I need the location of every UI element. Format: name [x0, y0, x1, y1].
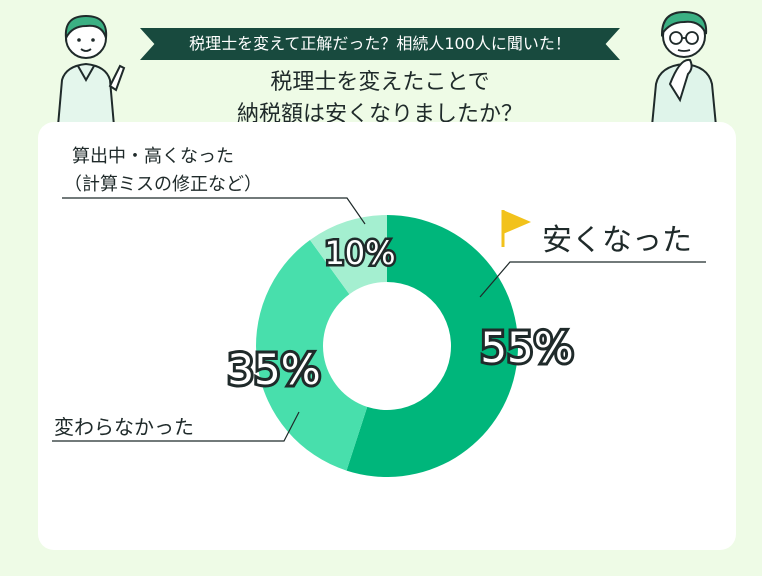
callout-unchanged: 変わらなかった: [54, 415, 194, 439]
slice-cheaper: [346, 215, 518, 477]
value-label-unchanged: 35%: [227, 345, 320, 394]
callout-higher-line2: （計算ミスの修正など）: [64, 174, 262, 195]
slice-higher: [310, 215, 387, 295]
chart-card: [38, 122, 736, 550]
flag-icon: [501, 210, 531, 247]
leader-line-unchanged: [52, 411, 300, 442]
value-label-cheaper: 55%: [480, 323, 573, 372]
right-person-illustration: [650, 10, 718, 126]
leader-line-cheaper: [479, 261, 706, 298]
survey-banner: 税理士を変えて正解だった？相続人100人に聞いた！: [140, 28, 620, 60]
left-person-illustration: [56, 14, 126, 126]
callout-cheaper: 安くなった: [542, 223, 692, 258]
slice-unchanged: [255, 240, 368, 471]
question-title-line1: 税理士を変えたことで: [270, 70, 490, 95]
callout-higher-line1: 算出中・高くなった: [72, 146, 234, 167]
value-label-higher: 10%: [324, 234, 395, 272]
leader-line-higher: [62, 197, 366, 225]
